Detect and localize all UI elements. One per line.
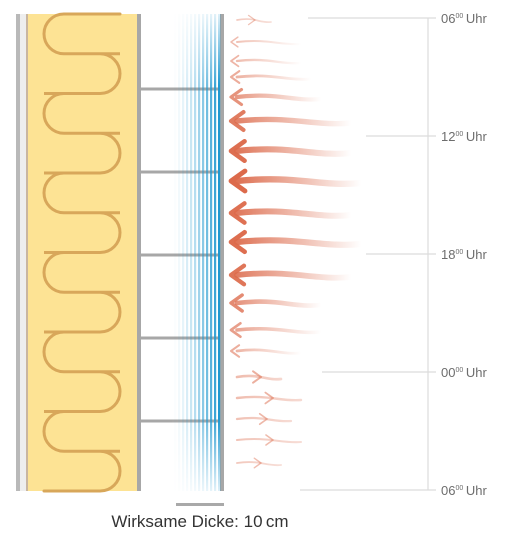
time-label-unit: Uhr bbox=[463, 483, 487, 498]
time-label-minutes: 00 bbox=[455, 131, 464, 138]
time-label-minutes: 00 bbox=[455, 249, 464, 256]
time-label-unit: Uhr bbox=[463, 247, 487, 262]
heat-arrow-shaft bbox=[234, 93, 324, 102]
heat-arrow-head bbox=[229, 70, 241, 84]
time-label-hour: 06 bbox=[441, 483, 456, 498]
heat-arrow-head bbox=[229, 293, 244, 313]
heat-arrow-head bbox=[228, 168, 248, 194]
heat-arrow-head bbox=[258, 412, 268, 426]
time-label: 1800 Uhr bbox=[441, 246, 487, 262]
heat-arrow-head bbox=[264, 391, 274, 405]
heat-arrow-shaft bbox=[235, 416, 293, 423]
time-label-minutes: 00 bbox=[455, 367, 464, 374]
time-label-hour: 12 bbox=[441, 129, 456, 144]
time-label-unit: Uhr bbox=[463, 11, 487, 26]
heat-arrow-shaft bbox=[233, 146, 355, 157]
time-label: 0000 Uhr bbox=[441, 364, 487, 380]
time-label-unit: Uhr bbox=[463, 365, 487, 380]
insulation-wave bbox=[42, 12, 122, 493]
heat-arrow-head bbox=[228, 263, 247, 287]
heat-arrow-head bbox=[228, 110, 246, 132]
time-axis bbox=[300, 17, 436, 491]
caption: Wirksame Dicke: 10 cm bbox=[111, 512, 289, 531]
heat-arrow-shaft bbox=[235, 348, 303, 355]
time-label: 0600 Uhr bbox=[441, 482, 487, 498]
heat-arrow-head bbox=[228, 138, 247, 164]
time-label-unit: Uhr bbox=[463, 129, 487, 144]
heat-arrow-head bbox=[229, 87, 244, 107]
caption-rule bbox=[176, 503, 224, 506]
time-label-hour: 18 bbox=[441, 247, 456, 262]
heat-arrow-shaft bbox=[235, 74, 313, 81]
insulation-layer bbox=[26, 12, 138, 493]
heat-arrow-shaft bbox=[233, 237, 365, 248]
heat-arrow-shaft bbox=[234, 116, 354, 127]
heat-arrow-head bbox=[229, 344, 241, 358]
heat-arrow-head bbox=[252, 370, 262, 384]
time-label-hour: 06 bbox=[441, 11, 456, 26]
heat-arrow-head bbox=[265, 434, 274, 446]
heat-arrow-head bbox=[247, 14, 256, 26]
heat-arrow-head bbox=[229, 321, 242, 339]
heat-arrow-head bbox=[253, 457, 262, 469]
time-label-minutes: 00 bbox=[455, 13, 464, 20]
time-label: 1200 Uhr bbox=[441, 128, 487, 144]
thermal-mass-zone bbox=[172, 14, 221, 491]
heat-arrow-head bbox=[230, 54, 240, 68]
heat-arrow-head bbox=[228, 201, 247, 225]
heat-arrow-shaft bbox=[233, 176, 365, 188]
heat-arrow-shaft bbox=[235, 326, 323, 335]
time-axis-lines bbox=[300, 17, 436, 491]
time-label-hour: 00 bbox=[441, 365, 456, 380]
heat-arrow-head bbox=[228, 229, 247, 255]
heat-arrow-shaft bbox=[235, 437, 303, 444]
heat-arrow-shaft bbox=[234, 270, 354, 281]
heat-arrows bbox=[228, 14, 365, 469]
heat-arrow-shaft bbox=[236, 461, 282, 467]
time-label-minutes: 00 bbox=[455, 485, 464, 492]
heat-arrow-shaft bbox=[235, 58, 303, 65]
heat-arrow-shaft bbox=[236, 18, 272, 24]
heat-arrow-shaft bbox=[234, 299, 324, 308]
heat-arrow-head bbox=[230, 36, 239, 48]
plaster-layer bbox=[16, 14, 26, 491]
time-label: 0600 Uhr bbox=[441, 10, 487, 26]
heat-arrow-shaft bbox=[236, 40, 302, 46]
heat-arrow-shaft bbox=[233, 208, 355, 219]
